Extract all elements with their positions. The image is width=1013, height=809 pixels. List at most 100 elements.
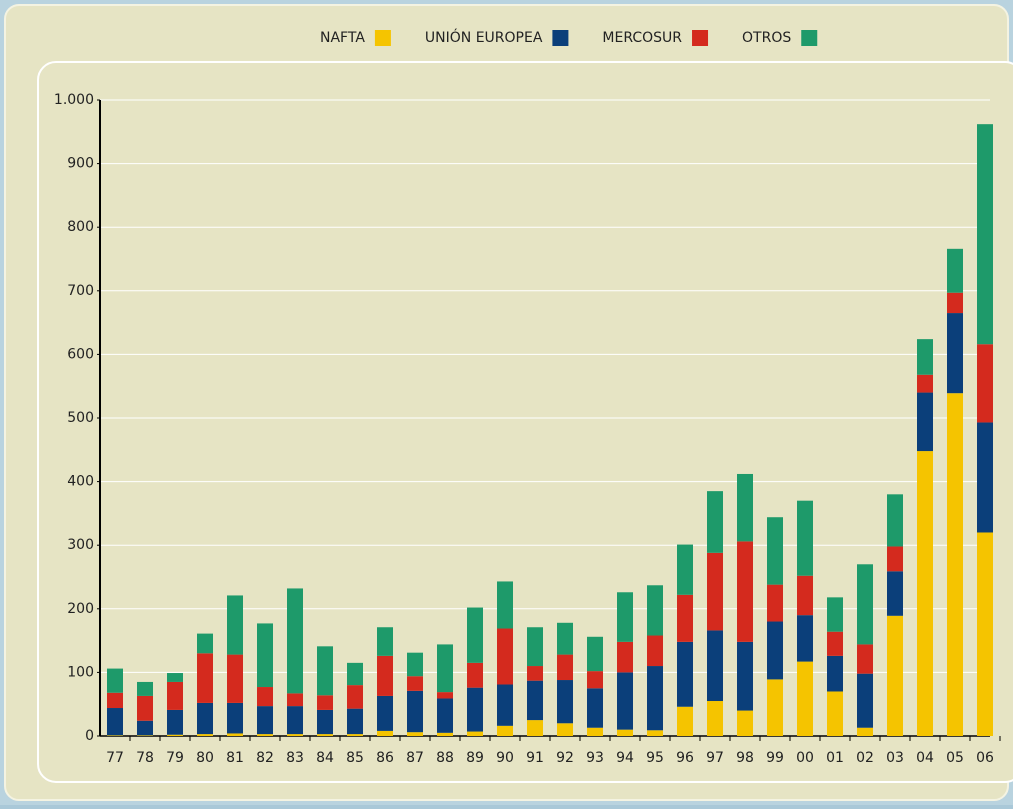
- bar-segment: [677, 641, 693, 707]
- x-tick-label: 02: [856, 750, 874, 766]
- bar-segment: [587, 636, 603, 672]
- bar-segment: [677, 544, 693, 595]
- bar-segment: [227, 595, 243, 655]
- bar-segment: [197, 702, 213, 735]
- bar-segment: [887, 571, 903, 616]
- bar-segment: [797, 661, 813, 736]
- x-tick-label: 78: [136, 750, 154, 766]
- legend-label: MERCOSUR: [602, 30, 682, 46]
- bar-segment: [707, 552, 723, 631]
- bar-segment: [527, 680, 543, 721]
- bar-segment: [947, 248, 963, 293]
- bar-segment: [647, 666, 663, 731]
- bar-segment: [857, 727, 873, 736]
- x-tick-label: 92: [556, 750, 574, 766]
- bar-segment: [557, 654, 573, 681]
- bar-segment: [947, 393, 963, 736]
- y-tick-label: 1.000: [54, 92, 94, 108]
- bar-segment: [857, 644, 873, 674]
- bar-segment: [557, 680, 573, 724]
- y-tick-label: 800: [67, 219, 94, 235]
- bar-segment: [227, 733, 243, 736]
- bar-segment: [917, 339, 933, 375]
- x-tick-label: 94: [616, 750, 634, 766]
- bar-segment: [947, 292, 963, 314]
- x-tick-label: 93: [586, 750, 604, 766]
- bar-segment: [797, 615, 813, 662]
- y-tick-label: 300: [67, 537, 94, 553]
- x-tick-label: 82: [256, 750, 274, 766]
- bar-segment: [257, 623, 273, 688]
- x-tick-label: 01: [826, 750, 844, 766]
- bar-segment: [527, 666, 543, 681]
- bar-segment: [407, 652, 423, 677]
- bar-segment: [617, 729, 633, 736]
- x-tick-label: 83: [286, 750, 304, 766]
- bar-segment: [887, 615, 903, 736]
- bar-segment: [107, 735, 123, 736]
- bar-segment: [737, 473, 753, 542]
- bar-segment: [977, 422, 993, 533]
- bar-segment: [227, 702, 243, 734]
- bar-segment: [317, 709, 333, 735]
- bar-segment: [527, 627, 543, 667]
- bar-segment: [137, 695, 153, 721]
- bar-segment: [407, 676, 423, 691]
- bar-segment: [917, 374, 933, 393]
- bar-segment: [467, 607, 483, 663]
- y-tick-label: 400: [67, 474, 94, 490]
- bar-segment: [287, 693, 303, 707]
- bar-segment: [167, 673, 183, 682]
- bar-segment: [647, 635, 663, 667]
- bar-segment: [767, 584, 783, 622]
- bar-segment: [437, 732, 453, 736]
- bar-segment: [197, 734, 213, 736]
- bar-segment: [497, 628, 513, 685]
- bar-segment: [887, 546, 903, 572]
- bar-segment: [587, 671, 603, 689]
- legend-label: OTROS: [742, 30, 791, 46]
- bar-segment: [677, 594, 693, 642]
- bar-segment: [497, 684, 513, 726]
- bar-segment: [287, 734, 303, 736]
- bar-segment: [587, 688, 603, 728]
- bar-segment: [947, 313, 963, 394]
- bar-segment: [317, 646, 333, 696]
- x-tick-label: 04: [916, 750, 934, 766]
- bar-segment: [407, 732, 423, 736]
- bar-segment: [647, 730, 663, 736]
- bar-segment: [737, 541, 753, 642]
- bar-segment: [227, 654, 243, 703]
- bar-segment: [707, 491, 723, 553]
- bar-segment: [767, 621, 783, 680]
- x-tick-label: 81: [226, 750, 244, 766]
- y-tick-label: 100: [67, 664, 94, 680]
- bar-segment: [977, 532, 993, 736]
- bar-segment: [677, 706, 693, 736]
- x-tick-label: 86: [376, 750, 394, 766]
- bar-segment: [437, 698, 453, 733]
- x-tick-label: 95: [646, 750, 664, 766]
- x-tick-label: 79: [166, 750, 184, 766]
- bar-segment: [197, 633, 213, 654]
- x-tick-label: 99: [766, 750, 784, 766]
- legend-swatch: [801, 30, 818, 46]
- bar-segment: [827, 655, 843, 692]
- bar-segment: [317, 695, 333, 710]
- bar-segment: [197, 653, 213, 703]
- x-tick-label: 87: [406, 750, 424, 766]
- bar-segment: [167, 709, 183, 735]
- bar-segment: [857, 673, 873, 728]
- bar-segment: [467, 687, 483, 732]
- bar-segment: [557, 723, 573, 736]
- bar-segment: [137, 735, 153, 736]
- bar-segment: [497, 581, 513, 629]
- bar-segment: [857, 564, 873, 645]
- bar-segment: [617, 592, 633, 642]
- bar-segment: [287, 706, 303, 735]
- x-tick-label: 90: [496, 750, 514, 766]
- bar-segment: [917, 451, 933, 736]
- bar-segment: [617, 641, 633, 673]
- bar-segment: [407, 690, 423, 733]
- bar-segment: [527, 720, 543, 736]
